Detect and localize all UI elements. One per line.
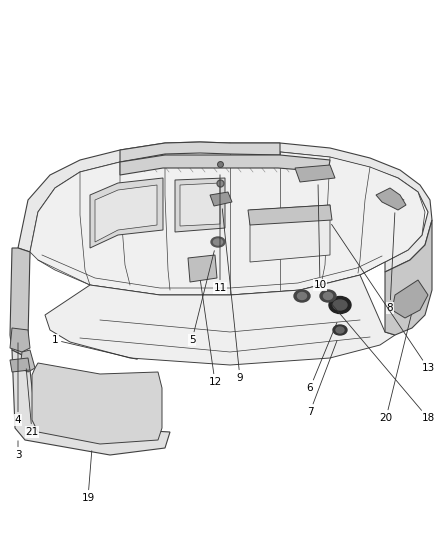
Text: 3: 3 — [15, 441, 21, 460]
Text: 8: 8 — [387, 213, 395, 313]
Polygon shape — [120, 142, 280, 162]
Polygon shape — [210, 192, 232, 206]
Polygon shape — [295, 165, 335, 182]
Polygon shape — [30, 152, 425, 295]
Text: 7: 7 — [307, 341, 337, 417]
Text: 10: 10 — [314, 185, 327, 290]
Polygon shape — [188, 255, 217, 282]
Text: 20: 20 — [379, 314, 411, 423]
Polygon shape — [250, 205, 330, 262]
Text: 21: 21 — [25, 369, 39, 437]
Text: 5: 5 — [189, 251, 214, 345]
Text: 1: 1 — [52, 335, 137, 359]
Ellipse shape — [329, 296, 351, 313]
Polygon shape — [376, 188, 406, 210]
Ellipse shape — [213, 239, 223, 245]
Text: 9: 9 — [223, 209, 244, 383]
Ellipse shape — [320, 290, 336, 302]
Polygon shape — [175, 178, 225, 232]
Polygon shape — [10, 358, 30, 372]
Polygon shape — [385, 220, 432, 335]
Ellipse shape — [324, 293, 332, 300]
Text: 18: 18 — [332, 304, 434, 423]
Ellipse shape — [336, 327, 344, 333]
Text: 13: 13 — [332, 224, 434, 373]
Text: 6: 6 — [307, 322, 337, 393]
Polygon shape — [90, 178, 163, 248]
Polygon shape — [32, 363, 162, 444]
Polygon shape — [18, 142, 230, 252]
Polygon shape — [20, 350, 35, 372]
Ellipse shape — [333, 325, 347, 335]
Text: 12: 12 — [201, 281, 222, 387]
Ellipse shape — [297, 293, 307, 300]
Polygon shape — [230, 143, 432, 272]
Polygon shape — [10, 328, 30, 352]
Text: 19: 19 — [81, 451, 95, 503]
Polygon shape — [120, 155, 330, 175]
Ellipse shape — [211, 237, 225, 247]
Polygon shape — [95, 185, 157, 242]
Text: 4: 4 — [15, 343, 21, 425]
Ellipse shape — [333, 300, 347, 310]
Polygon shape — [248, 205, 332, 225]
Polygon shape — [392, 280, 428, 318]
Polygon shape — [10, 248, 30, 355]
Polygon shape — [45, 275, 395, 365]
Polygon shape — [180, 183, 220, 226]
Text: 11: 11 — [213, 175, 226, 293]
Ellipse shape — [294, 290, 310, 302]
Polygon shape — [12, 350, 170, 455]
